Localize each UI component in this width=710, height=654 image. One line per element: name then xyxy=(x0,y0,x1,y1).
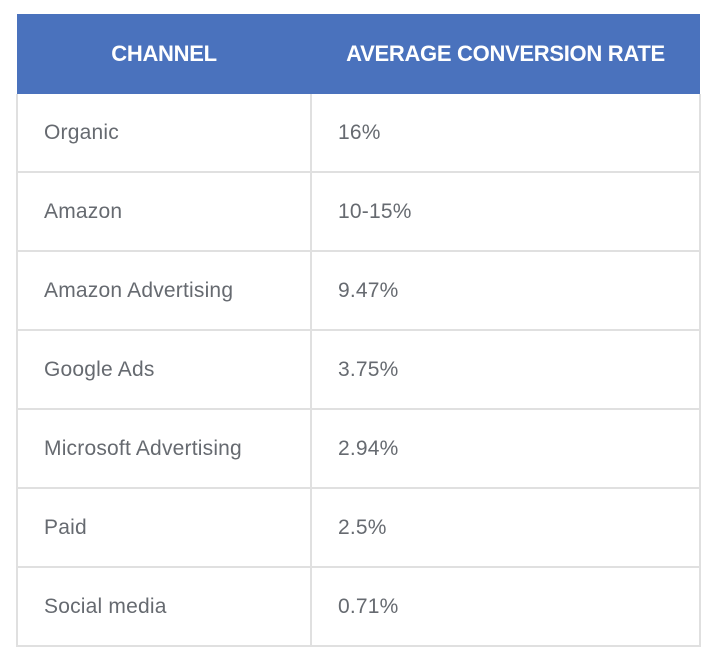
conversion-rate-table: CHANNEL AVERAGE CONVERSION RATE Organic … xyxy=(16,14,701,647)
rate-cell: 10-15% xyxy=(310,171,701,252)
table-header: CHANNEL AVERAGE CONVERSION RATE xyxy=(17,14,700,94)
channel-cell: Organic xyxy=(16,94,312,173)
table-row: Microsoft Advertising 2.94% xyxy=(16,408,701,489)
channel-cell: Social media xyxy=(16,566,312,647)
rate-cell: 2.94% xyxy=(310,408,701,489)
channel-cell: Amazon Advertising xyxy=(16,250,312,331)
channel-cell: Paid xyxy=(16,487,312,568)
header-row: CHANNEL AVERAGE CONVERSION RATE xyxy=(17,14,700,94)
header-average-conversion-rate: AVERAGE CONVERSION RATE xyxy=(311,14,700,94)
table-row: Google Ads 3.75% xyxy=(16,329,701,410)
table-row: Paid 2.5% xyxy=(16,487,701,568)
rate-cell: 3.75% xyxy=(310,329,701,410)
table-row: Social media 0.71% xyxy=(16,566,701,647)
table-row: Amazon Advertising 9.47% xyxy=(16,250,701,331)
rate-cell: 0.71% xyxy=(310,566,701,647)
rate-cell: 2.5% xyxy=(310,487,701,568)
channel-cell: Microsoft Advertising xyxy=(16,408,312,489)
rate-cell: 16% xyxy=(310,94,701,173)
table-row: Amazon 10-15% xyxy=(16,171,701,252)
header-channel: CHANNEL xyxy=(17,14,311,94)
channel-cell: Amazon xyxy=(16,171,312,252)
rate-cell: 9.47% xyxy=(310,250,701,331)
channel-cell: Google Ads xyxy=(16,329,312,410)
table-row: Organic 16% xyxy=(16,94,701,173)
table-body: Organic 16% Amazon 10-15% Amazon Adverti… xyxy=(16,94,701,647)
